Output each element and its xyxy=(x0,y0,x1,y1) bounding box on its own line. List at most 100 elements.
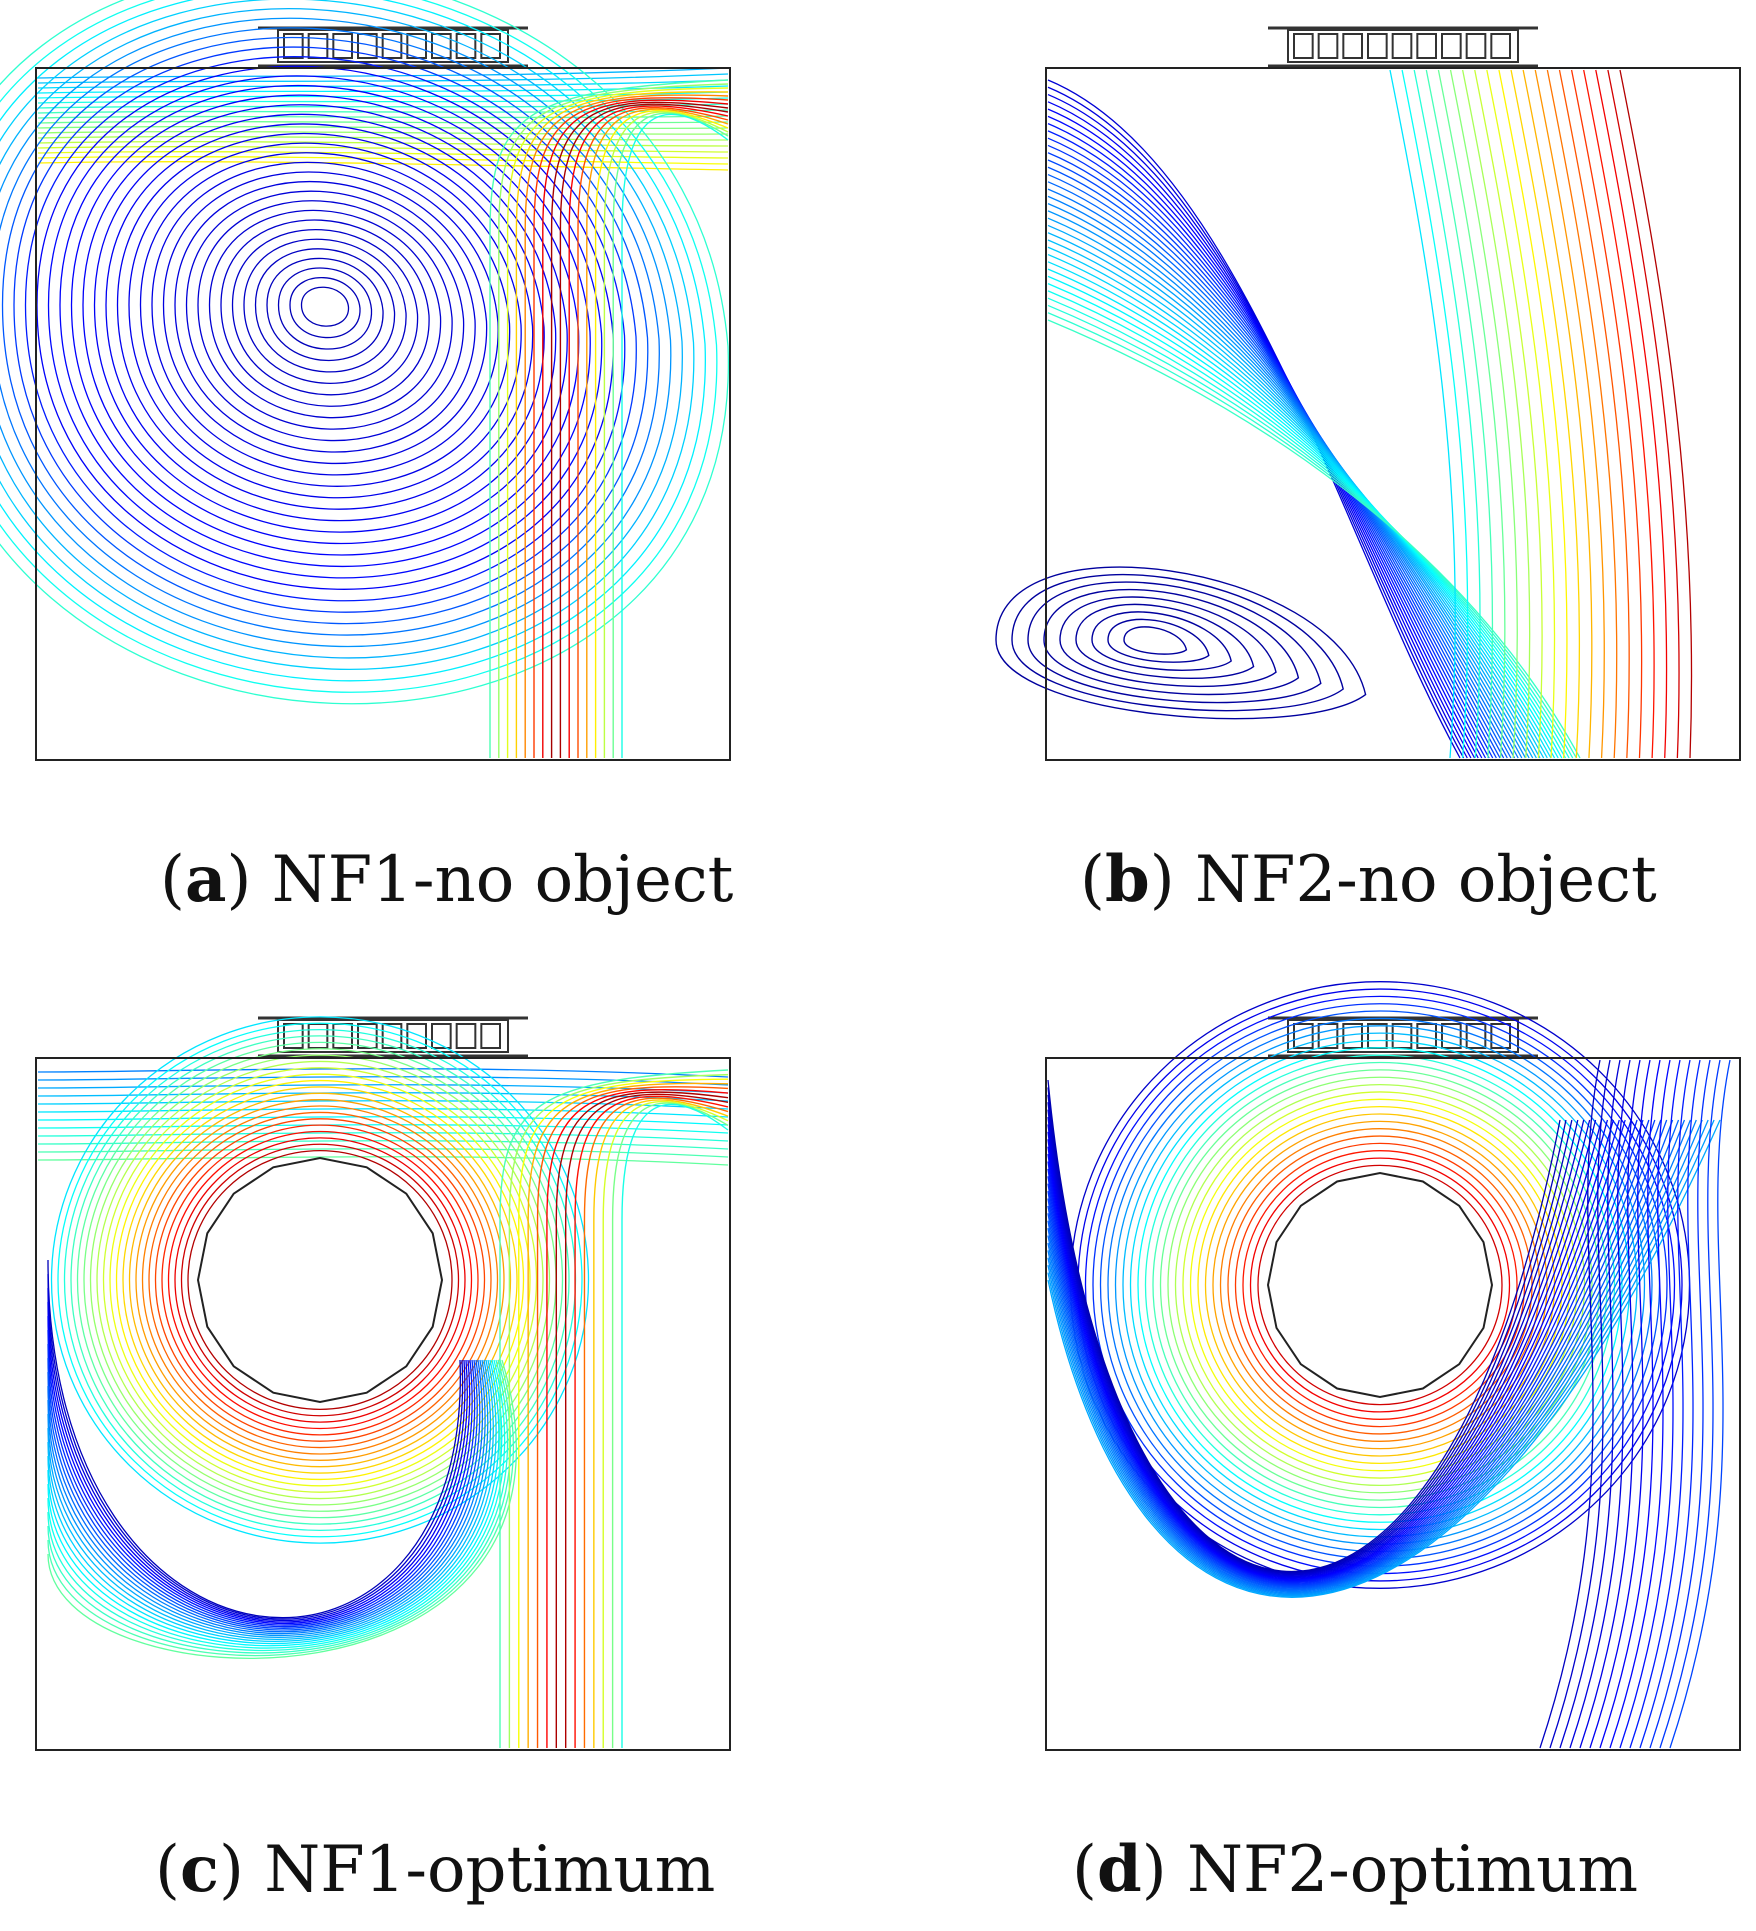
streamline xyxy=(0,0,718,693)
streamline xyxy=(1522,69,1593,759)
streamline xyxy=(506,87,729,758)
streamline xyxy=(489,79,729,758)
streamline xyxy=(1047,275,1559,759)
streamline xyxy=(1595,69,1668,759)
streamline xyxy=(1558,69,1630,759)
streamline xyxy=(50,1016,590,1544)
heat-source-cell xyxy=(431,1023,452,1049)
heat-source-cell xyxy=(431,33,452,59)
streamline xyxy=(1579,1059,1641,1749)
heat-source-a xyxy=(258,26,528,68)
streamline xyxy=(586,108,729,758)
streamline-plot-b xyxy=(995,26,1741,761)
streamline xyxy=(1059,596,1277,688)
heat-source-cell xyxy=(1441,33,1462,59)
streamline xyxy=(593,1099,729,1748)
streamline xyxy=(37,1100,729,1110)
streamline xyxy=(47,1359,500,1645)
streamline xyxy=(1401,69,1469,759)
streamlines-c xyxy=(37,1016,729,1748)
streamline xyxy=(47,1357,478,1629)
heat-source-cell xyxy=(1293,1023,1314,1049)
streamline xyxy=(1047,1119,1691,1593)
streamline xyxy=(47,1343,475,1628)
streamline xyxy=(47,1359,492,1638)
streamline xyxy=(1425,69,1494,759)
streamlines-b xyxy=(995,69,1693,759)
streamline xyxy=(1092,1003,1668,1567)
streamline xyxy=(148,1111,492,1449)
streamline xyxy=(518,1078,729,1748)
streamline xyxy=(1539,1059,1601,1749)
caption-label: NF2-no object xyxy=(1195,843,1657,917)
streamline xyxy=(1047,1119,1603,1579)
streamline xyxy=(1047,188,1516,759)
heat-source-cell xyxy=(1490,33,1512,59)
streamline xyxy=(1249,1157,1511,1413)
streamline xyxy=(524,94,729,758)
streamline xyxy=(1,36,649,625)
streamline xyxy=(37,151,729,159)
streamline xyxy=(1047,1119,1614,1580)
streamline xyxy=(1047,1087,1567,1573)
streamline xyxy=(1047,290,1567,759)
streamline xyxy=(508,1073,729,1748)
streamline xyxy=(1114,1025,1646,1545)
streamline xyxy=(1047,1119,1680,1591)
streamline xyxy=(1047,173,1508,759)
streamline xyxy=(154,1118,486,1442)
streamline xyxy=(47,1273,464,1620)
streamline xyxy=(289,277,361,339)
streamline xyxy=(1546,69,1618,759)
streamline xyxy=(105,123,545,522)
heat-source-cell xyxy=(1342,33,1364,59)
streamline xyxy=(1144,1054,1616,1516)
streamline xyxy=(1189,1098,1571,1472)
streamline xyxy=(47,1259,461,1619)
streamline xyxy=(1084,995,1676,1575)
streamline xyxy=(243,238,407,384)
streamline xyxy=(1047,1119,1721,1598)
streamline xyxy=(254,248,396,373)
heat-source-cell xyxy=(332,33,354,59)
streamline xyxy=(1047,268,1556,759)
streamline xyxy=(568,105,729,758)
streamline xyxy=(1047,115,1479,759)
streamline-plot-d xyxy=(1045,981,1741,1751)
streamline xyxy=(1075,603,1255,679)
streamline xyxy=(37,1068,729,1078)
panel-c xyxy=(30,1010,731,1751)
caption-d: (d) NF2-optimum xyxy=(1072,1832,1639,1907)
streamline xyxy=(0,0,706,682)
streamline xyxy=(1047,261,1552,759)
streamline xyxy=(583,1097,729,1748)
streamline xyxy=(995,566,1367,720)
streamline xyxy=(24,56,626,602)
streamline xyxy=(1047,312,1577,759)
streamline xyxy=(47,1359,486,1635)
streamline xyxy=(47,1315,471,1625)
streamline xyxy=(37,140,729,147)
caption-label: NF1-no object xyxy=(271,843,734,917)
streamline xyxy=(47,1359,518,1659)
streamline xyxy=(82,104,568,544)
streamline xyxy=(1047,217,1530,759)
streamline xyxy=(1047,108,1476,759)
streamline xyxy=(1047,1116,1591,1577)
streamline xyxy=(1047,1119,1686,1592)
streamline xyxy=(1047,152,1497,759)
caption-label: NF2-optimum xyxy=(1187,1833,1639,1907)
streamline xyxy=(300,286,350,327)
streamline xyxy=(1197,1106,1563,1464)
streamline xyxy=(47,1359,509,1652)
streamline xyxy=(1474,69,1543,759)
streamline xyxy=(559,103,729,758)
streamline xyxy=(498,83,729,758)
heat-source-cell xyxy=(1391,1023,1413,1049)
streamline xyxy=(89,1054,551,1506)
streamline xyxy=(1047,1119,1674,1590)
streamline xyxy=(37,125,729,130)
streamline xyxy=(1047,1119,1703,1595)
streamline xyxy=(0,17,672,648)
streamline xyxy=(574,1095,729,1748)
